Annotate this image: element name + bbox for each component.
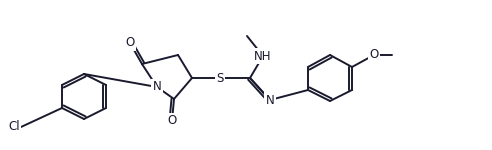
Text: O: O <box>369 48 379 62</box>
Text: Cl: Cl <box>8 120 20 134</box>
Text: Cl: Cl <box>8 120 20 134</box>
Text: S: S <box>216 72 224 84</box>
Text: NH: NH <box>254 50 272 63</box>
Text: O: O <box>125 36 135 50</box>
Text: N: N <box>153 81 161 93</box>
Text: O: O <box>167 114 177 128</box>
Text: N: N <box>266 93 275 106</box>
